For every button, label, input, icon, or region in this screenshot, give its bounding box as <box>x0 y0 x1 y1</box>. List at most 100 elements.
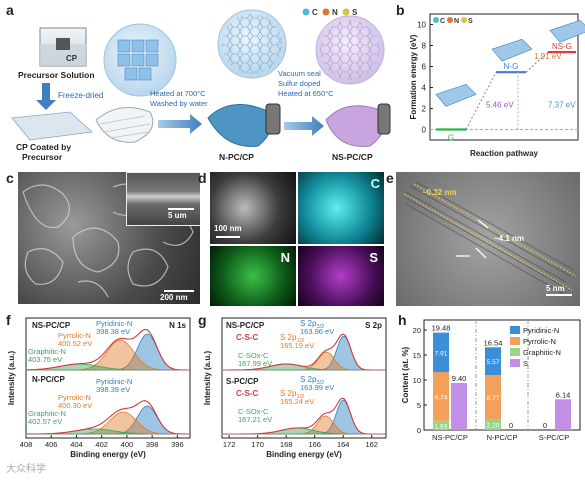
legend-dot <box>447 17 453 23</box>
y-axis-title: Intensity (a.u.) <box>203 351 212 406</box>
segment-value: 2.20 <box>487 423 500 430</box>
peak-energy: 398.38 eV <box>96 327 130 336</box>
peak-name: Graphitic-N <box>28 409 66 418</box>
svg-text:N: N <box>332 8 338 17</box>
category-label: N-PC/CP <box>487 433 518 442</box>
legend-label: S <box>523 359 528 368</box>
s2p12-label: S 2p1/2 <box>280 333 304 344</box>
segment-value: 5.57 <box>487 359 500 366</box>
content-bar-chart: 0 5 10 15 20 Content (at. %) NS-PC/CP 1.83 9.74 7… <box>396 310 585 460</box>
x-tick-label: 400 <box>121 440 134 449</box>
eds-sulfur-map: S <box>298 246 384 306</box>
eds-nitrogen-map: N <box>210 246 296 306</box>
peak-name: Pyrrolic-N <box>58 393 91 402</box>
inset-scale-bar <box>168 208 194 210</box>
x-tick-label: 398 <box>146 440 159 449</box>
schematic-svg: CP Precursor Solution Freeze-dried CP Co… <box>11 8 391 162</box>
x-tick-label: 402 <box>95 440 108 449</box>
y-tick-label: 2 <box>422 105 427 114</box>
npc-label: N-PC/CP <box>219 152 254 162</box>
peak-energy: 400.52 eV <box>58 339 92 348</box>
x-tick-label: 408 <box>20 440 33 449</box>
sox-label: C-SOx-C <box>238 407 269 416</box>
y-tick-label: 15 <box>413 351 421 360</box>
s2p32-energy: 163.99 eV <box>300 383 334 392</box>
x-tick-label: 404 <box>70 440 83 449</box>
panel-e-label: e <box>386 170 394 186</box>
tem-scale-label: 5 nm <box>546 284 565 293</box>
segment-value: 7.91 <box>435 350 448 357</box>
nspc-material <box>325 105 385 147</box>
legend-label: Graphitic-N <box>523 348 561 357</box>
level-connector <box>525 51 549 73</box>
fit-envelope <box>25 328 189 371</box>
tem-image: ~0.32 nm ~4.1 nm 5 nm <box>396 172 580 306</box>
s2p-xps-chart: 172 170 168 166 164 162 Binding energy (eV) Int… <box>196 310 392 460</box>
formation-energy-chart: 0 2 4 6 8 10 Formation energy (eV) Reaction pat… <box>392 0 585 168</box>
sample-name-bottom: N-PC/CP <box>32 375 66 384</box>
x-tick-label: 168 <box>280 440 293 449</box>
level-label: G <box>448 134 454 143</box>
lattice-structure-2 <box>549 19 585 43</box>
annotation-1-91: 1.91 eV <box>534 52 562 61</box>
s2p32-energy: 163.96 eV <box>300 327 334 336</box>
level-connector <box>465 71 497 130</box>
nspc-label: NS-PC/CP <box>332 152 373 162</box>
plot-frame <box>423 319 581 431</box>
cp-coated-label-2: Precursor <box>22 152 63 162</box>
sample-name-top: NS-PC/CP <box>226 321 265 330</box>
legend-text: N <box>454 18 459 25</box>
bar-segment-pyrrolic-n <box>485 375 501 419</box>
main-scale-bar <box>164 290 194 292</box>
map-n-label: N <box>280 250 290 265</box>
element-legend: C N S <box>302 8 358 17</box>
legend-swatch <box>510 348 520 356</box>
cp-label: CP <box>66 54 78 63</box>
peak-name: Pyridinic-N <box>96 377 132 386</box>
x-tick-label: 170 <box>251 440 264 449</box>
bar-segment-pyridinic-n <box>485 347 501 376</box>
d-spacing-label: ~0.32 nm <box>422 188 457 197</box>
x-tick-label: 406 <box>45 440 58 449</box>
cs-bond-label: C-S-C <box>236 333 258 342</box>
down-arrow-icon <box>36 83 56 110</box>
step1-line2: Washed by water <box>150 99 208 108</box>
legend-text: S <box>468 18 473 25</box>
step2-line3: Heated at 650°C <box>278 89 334 98</box>
y-tick-label: 6 <box>422 63 427 72</box>
s2p32-label: S 2p3/2 <box>300 375 324 386</box>
core-level-label: S 2p <box>365 321 382 330</box>
plot-frame <box>25 317 191 439</box>
cp-coated-label-1: CP Coated by <box>16 142 71 152</box>
legend-label: Pyridinic-N <box>523 326 559 335</box>
level-label: NS-G <box>552 42 572 51</box>
panel-g-label: g <box>198 312 207 328</box>
y-tick-label: 4 <box>422 84 427 93</box>
tem-fringes <box>403 181 577 295</box>
panel-f-label: f <box>6 312 11 328</box>
y-axis-title: Content (at. %) <box>401 346 410 403</box>
eds-carbon-map: C <box>298 172 384 244</box>
watermark: 大众科学 <box>6 464 46 475</box>
s-value-label: 6.14 <box>556 390 571 399</box>
x-axis-title: Binding energy (eV) <box>266 450 342 459</box>
category-label: S-PC/CP <box>539 433 569 442</box>
annotation-5-46: 5.46 eV <box>486 100 514 109</box>
s2p12-energy: 165.19 eV <box>280 341 314 350</box>
segment-value: 1.83 <box>435 423 448 430</box>
category-label: NS-PC/CP <box>432 433 468 442</box>
precursor-solution-label: Precursor Solution <box>18 70 95 80</box>
bar-segment-graphitic-n <box>433 420 449 430</box>
npc-material <box>207 104 272 147</box>
thickness-label: ~4.1 nm <box>494 234 525 243</box>
x-tick-label: 172 <box>223 440 236 449</box>
segment-value: 9.74 <box>435 395 448 402</box>
coated-sheet <box>11 111 93 141</box>
s-value-label: 9.40 <box>452 374 467 383</box>
main-scale-label: 200 nm <box>160 293 188 302</box>
step2-line1: Vacuum seal <box>278 69 321 78</box>
y-tick-label: 20 <box>413 326 421 335</box>
panel-a-schematic: CP Precursor Solution Freeze-dried CP Co… <box>0 0 392 168</box>
legend-dot <box>433 17 439 23</box>
legend-swatch <box>510 326 520 334</box>
